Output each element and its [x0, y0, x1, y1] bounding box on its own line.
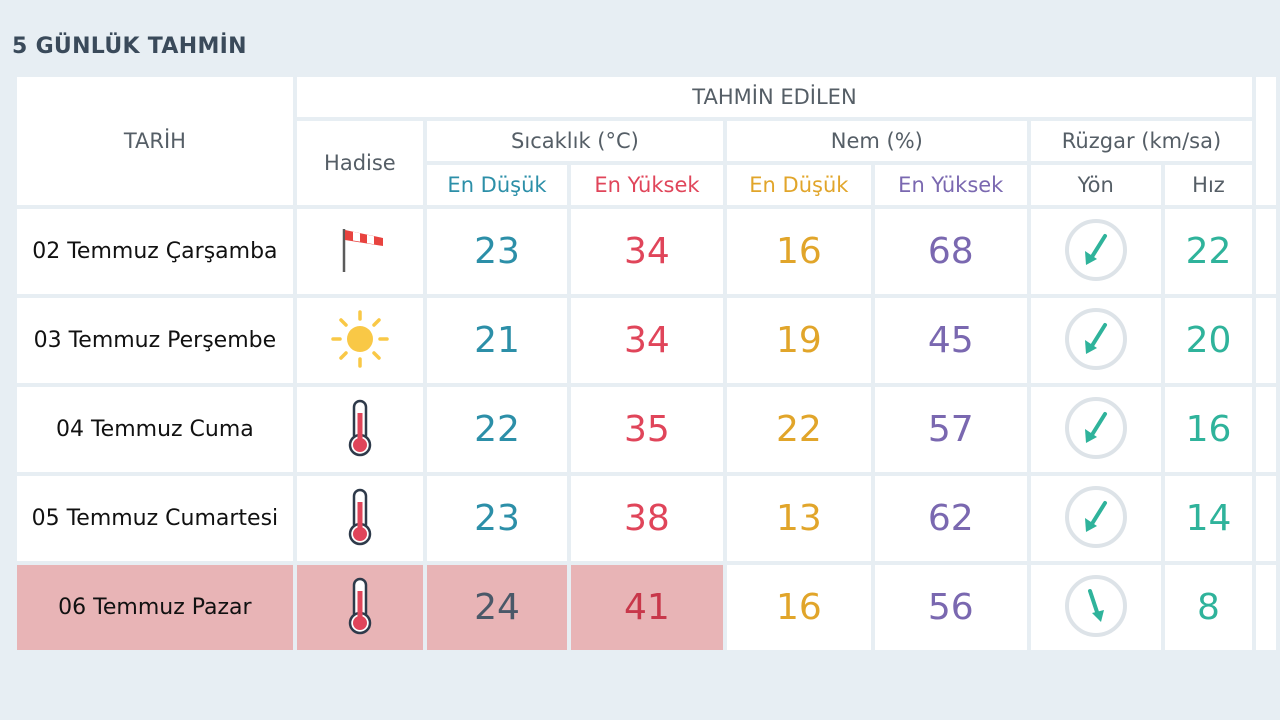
table-row: 03 Temmuz Perşembe [17, 298, 1276, 383]
temp-low-cell: 21 [427, 298, 567, 383]
temp-high-cell: 38 [571, 476, 723, 561]
event-cell [296, 387, 424, 472]
date-cell: 05 Temmuz Cumartesi [17, 476, 293, 561]
wind-direction-south-southeast-icon [1064, 574, 1128, 642]
overflow-cell [1256, 209, 1276, 294]
overflow-cell [1256, 387, 1276, 472]
wind-dir-cell [1030, 387, 1161, 472]
header-humidity: Nem (%) [726, 121, 1027, 161]
table-row: 05 Temmuz Cumartesi 23 38 13 62 [17, 476, 1276, 561]
wind-speed-cell: 20 [1164, 298, 1253, 383]
thermometer-icon [343, 399, 377, 461]
header-overflow [1256, 77, 1276, 205]
table-row: 06 Temmuz Pazar 24 41 16 56 [17, 565, 1276, 650]
hum-low-cell: 19 [726, 298, 871, 383]
wind-speed-cell: 14 [1164, 476, 1253, 561]
sun-icon [331, 309, 389, 372]
overflow-cell [1256, 476, 1276, 561]
temp-high-cell: 34 [571, 298, 723, 383]
wind-direction-southwest-icon [1064, 396, 1128, 464]
wind-dir-cell [1030, 476, 1161, 561]
header-wind-dir: Yön [1030, 165, 1161, 205]
header-event: Hadise [296, 121, 424, 205]
temp-low-cell: 23 [427, 476, 567, 561]
wind-direction-southwest-icon [1064, 218, 1128, 286]
header-temperature: Sıcaklık (°C) [427, 121, 723, 161]
table-row: 04 Temmuz Cuma 22 35 22 57 [17, 387, 1276, 472]
header-temp-low: En Düşük [427, 165, 567, 205]
wind-direction-southwest-icon [1064, 485, 1128, 553]
thermometer-icon [343, 577, 377, 639]
overflow-cell [1256, 565, 1276, 650]
hum-low-cell: 13 [726, 476, 871, 561]
wind-speed-cell: 16 [1164, 387, 1253, 472]
header-date: TARİH [17, 77, 293, 205]
event-cell [296, 476, 424, 561]
hum-high-cell: 45 [874, 298, 1027, 383]
header-forecast-group: TAHMİN EDİLEN [296, 77, 1253, 117]
date-cell: 04 Temmuz Cuma [17, 387, 293, 472]
wind-speed-cell: 8 [1164, 565, 1253, 650]
wind-dir-cell [1030, 298, 1161, 383]
event-cell [296, 298, 424, 383]
wind-speed-cell: 22 [1164, 209, 1253, 294]
forecast-table: TARİH TAHMİN EDİLEN Hadise Sıcaklık (°C)… [13, 73, 1280, 654]
wind-dir-cell [1030, 209, 1161, 294]
temp-high-cell: 41 [571, 565, 723, 650]
table-row: 02 Temmuz Çarşamba 23 34 16 68 [17, 209, 1276, 294]
hum-high-cell: 68 [874, 209, 1027, 294]
windsock-icon [335, 225, 385, 279]
header-hum-low: En Düşük [726, 165, 871, 205]
hum-high-cell: 56 [874, 565, 1027, 650]
thermometer-icon [343, 488, 377, 550]
event-cell [296, 209, 424, 294]
overflow-cell [1256, 298, 1276, 383]
date-cell: 06 Temmuz Pazar [17, 565, 293, 650]
section-title: 5 GÜNLÜK TAHMİN [12, 34, 247, 59]
header-wind-speed: Hız [1164, 165, 1253, 205]
hum-high-cell: 62 [874, 476, 1027, 561]
hum-low-cell: 22 [726, 387, 871, 472]
hum-high-cell: 57 [874, 387, 1027, 472]
temp-low-cell: 22 [427, 387, 567, 472]
hum-low-cell: 16 [726, 209, 871, 294]
date-cell: 02 Temmuz Çarşamba [17, 209, 293, 294]
header-temp-high: En Yüksek [571, 165, 723, 205]
wind-direction-southwest-icon [1064, 307, 1128, 375]
hum-low-cell: 16 [726, 565, 871, 650]
header-wind: Rüzgar (km/sa) [1030, 121, 1253, 161]
temp-low-cell: 24 [427, 565, 567, 650]
header-hum-high: En Yüksek [874, 165, 1027, 205]
event-cell [296, 565, 424, 650]
temp-high-cell: 34 [571, 209, 723, 294]
wind-dir-cell [1030, 565, 1161, 650]
date-cell: 03 Temmuz Perşembe [17, 298, 293, 383]
temp-low-cell: 23 [427, 209, 567, 294]
temp-high-cell: 35 [571, 387, 723, 472]
